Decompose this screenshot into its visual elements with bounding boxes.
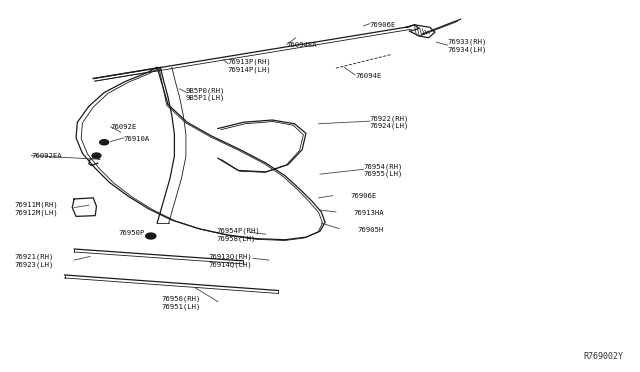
- Circle shape: [146, 233, 156, 239]
- Text: 76913Q(RH)
76914Q(LH): 76913Q(RH) 76914Q(LH): [208, 254, 252, 268]
- Text: 76954P(RH)
76958(LH): 76954P(RH) 76958(LH): [216, 228, 260, 242]
- Text: 76954(RH)
76955(LH): 76954(RH) 76955(LH): [364, 163, 403, 177]
- Text: 76910A: 76910A: [124, 135, 150, 142]
- Text: 76913P(RH)
76914P(LH): 76913P(RH) 76914P(LH): [227, 58, 271, 73]
- Circle shape: [92, 153, 101, 158]
- Text: 76913HA: 76913HA: [353, 210, 384, 216]
- Text: 76092EA: 76092EA: [31, 153, 62, 158]
- Text: 76921(RH)
76923(LH): 76921(RH) 76923(LH): [15, 254, 54, 268]
- Text: 76094EA: 76094EA: [287, 42, 317, 48]
- Text: 76950(RH)
76951(LH): 76950(RH) 76951(LH): [162, 296, 201, 310]
- Circle shape: [100, 140, 109, 145]
- Text: 9B5P0(RH)
9B5P1(LH): 9B5P0(RH) 9B5P1(LH): [186, 87, 225, 101]
- Text: 76950P: 76950P: [119, 230, 145, 237]
- Text: 76905H: 76905H: [357, 227, 383, 233]
- Text: 76906E: 76906E: [351, 193, 377, 199]
- Text: R769002Y: R769002Y: [583, 352, 623, 361]
- Text: 76933(RH)
76934(LH): 76933(RH) 76934(LH): [448, 39, 487, 53]
- Text: 76911M(RH)
76912M(LH): 76911M(RH) 76912M(LH): [15, 202, 58, 216]
- Text: 76094E: 76094E: [355, 73, 381, 78]
- Text: 76922(RH)
76924(LH): 76922(RH) 76924(LH): [370, 115, 409, 129]
- Text: 76906E: 76906E: [370, 22, 396, 28]
- Text: 76092E: 76092E: [111, 125, 137, 131]
